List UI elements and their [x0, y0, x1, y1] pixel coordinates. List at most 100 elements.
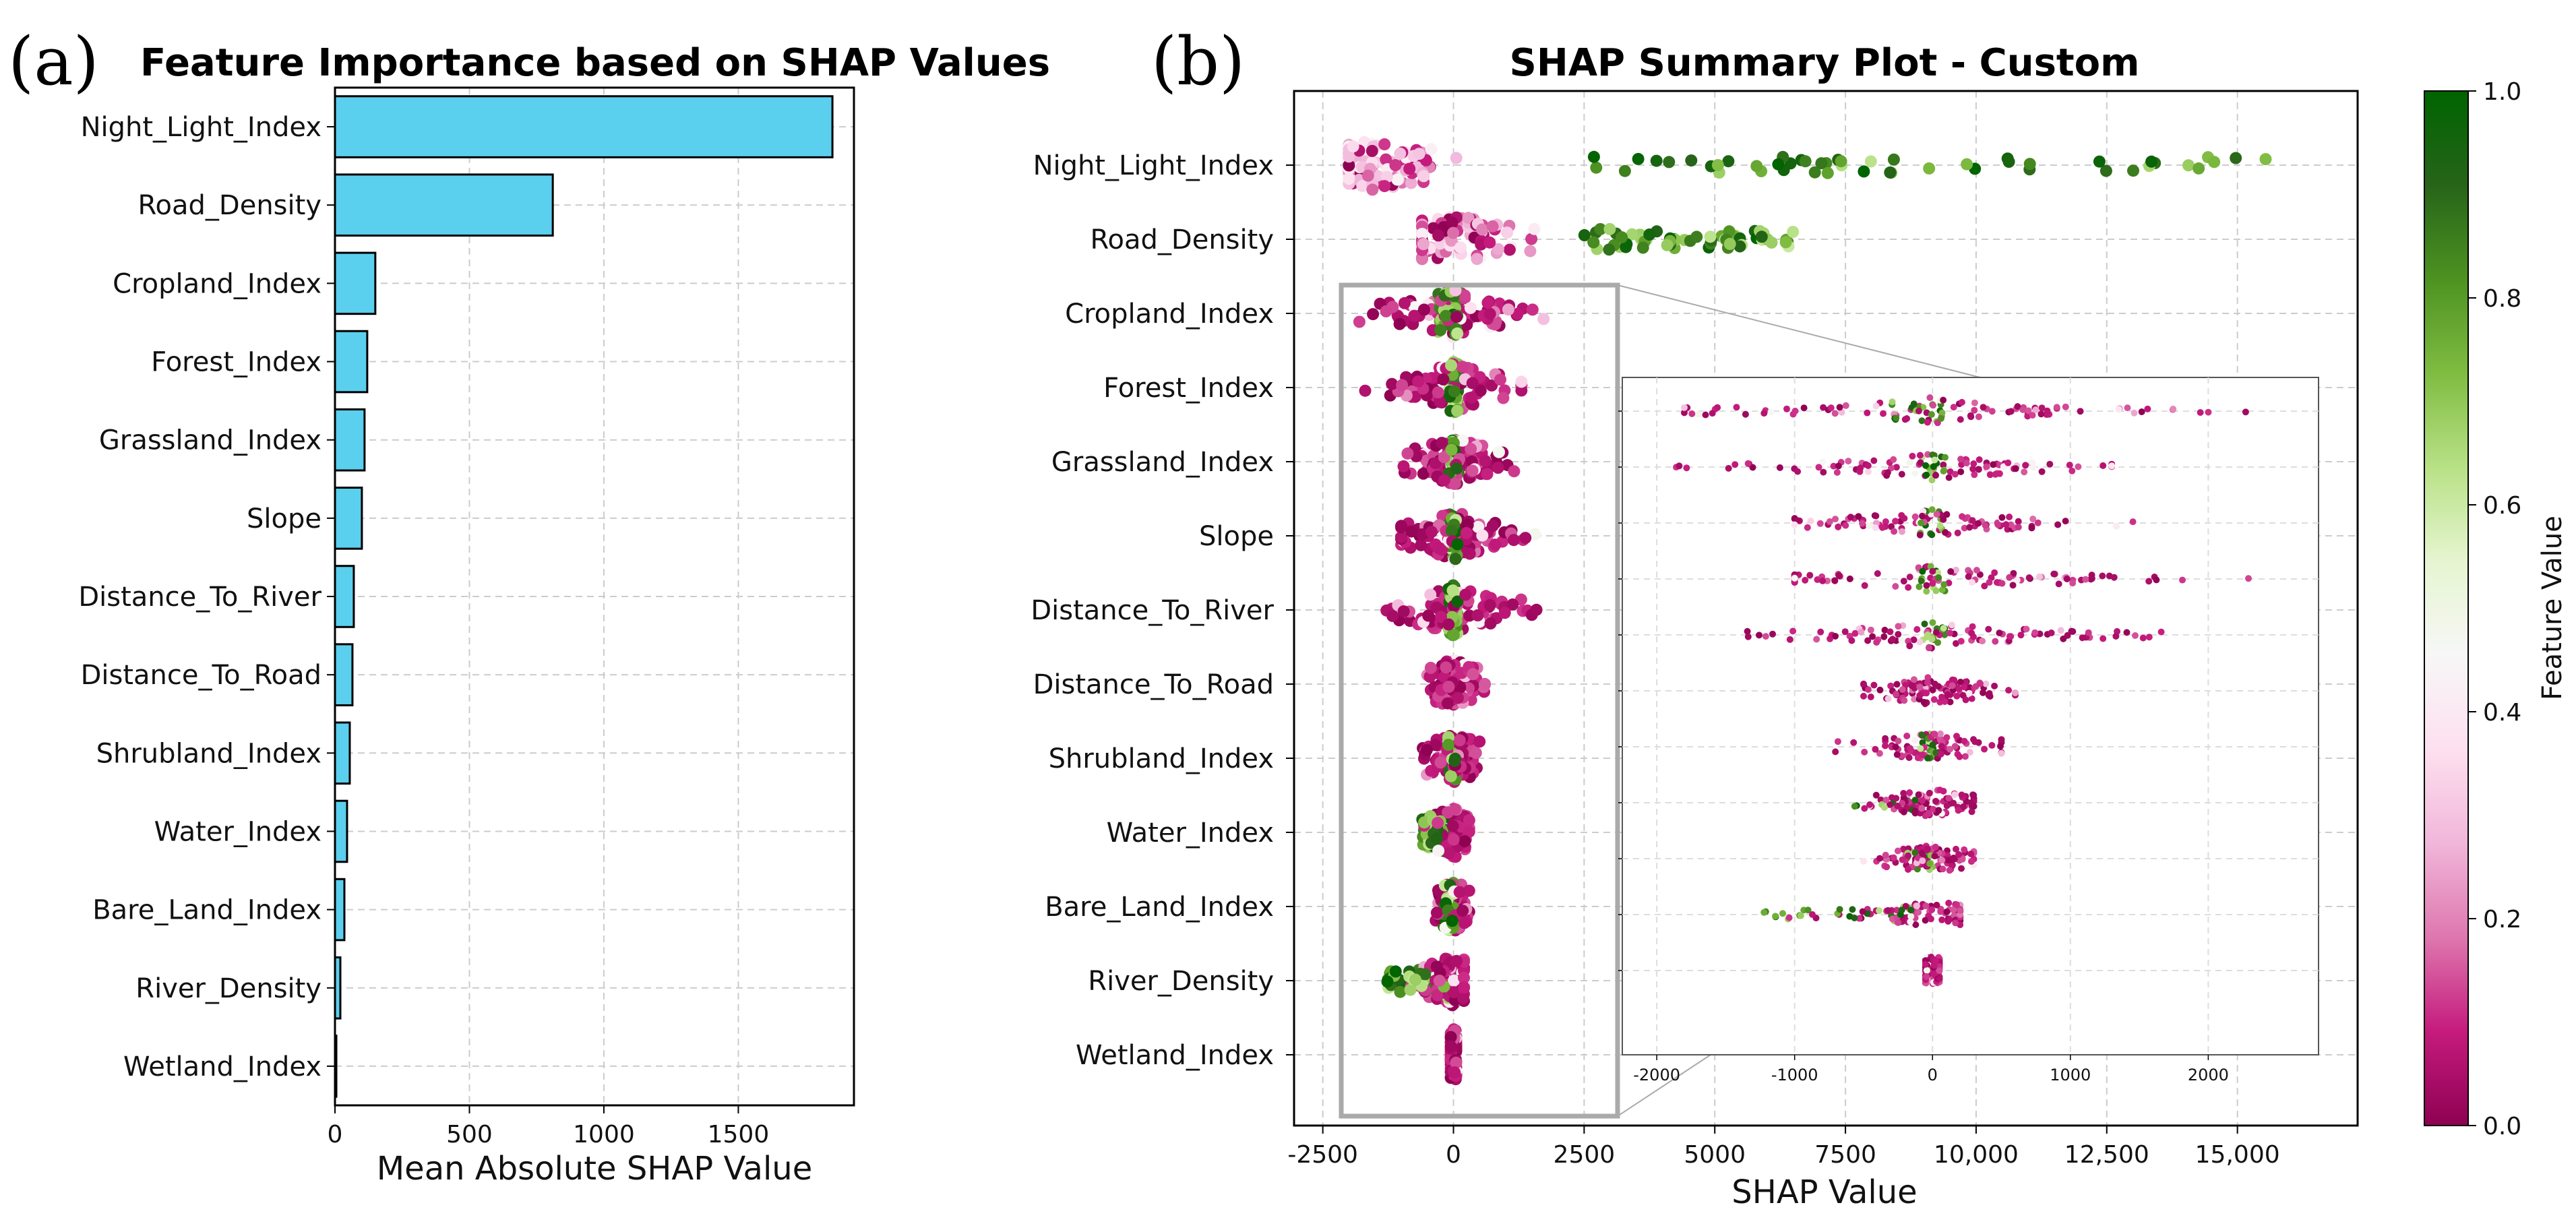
- inset-point: [1929, 686, 1936, 694]
- inset-point: [1681, 409, 1688, 417]
- shap-point: [1450, 1056, 1463, 1069]
- inset-point: [1905, 852, 1912, 859]
- shap-x-tick-label: 0: [1446, 1141, 1461, 1169]
- shap-point: [1821, 166, 1834, 179]
- inset-point: [1954, 529, 1961, 536]
- bar-y-tick-label: Distance_To_Road: [81, 660, 321, 691]
- inset-point: [1953, 733, 1960, 740]
- shap-point: [1449, 553, 1462, 565]
- shap-point: [1442, 697, 1454, 710]
- shap-point: [1492, 462, 1504, 474]
- inset-point: [2034, 519, 2042, 526]
- inset-point: [1998, 580, 2006, 587]
- bar-y-tick-label: Slope: [247, 503, 321, 534]
- shap-point: [1632, 152, 1645, 165]
- inset-point: [1957, 638, 1965, 645]
- shap-point: [1430, 960, 1443, 973]
- inset-point: [1884, 907, 1891, 914]
- inset-point: [1831, 577, 1839, 584]
- shap-point: [1347, 140, 1359, 153]
- inset-point: [2017, 632, 2025, 639]
- inset-point: [1985, 625, 1992, 633]
- inset-point: [1966, 524, 1973, 531]
- inset-point: [1918, 417, 1926, 425]
- inset-point: [1890, 854, 1897, 861]
- inset-point: [1892, 743, 1899, 751]
- bar-slope: [334, 487, 363, 550]
- shap-point: [1779, 236, 1792, 249]
- inset-point: [1940, 396, 1947, 404]
- inset-point: [1953, 566, 1960, 574]
- inset-point: [2139, 634, 2147, 642]
- inset-point: [1986, 471, 1994, 479]
- bar-y-tick-label: Wetland_Index: [123, 1051, 321, 1082]
- shap-point: [1507, 534, 1520, 547]
- inset-point: [2145, 578, 2153, 585]
- bar-x-tick-label: 1000: [573, 1121, 635, 1148]
- shap-point: [1661, 239, 1674, 251]
- inset-point: [1870, 681, 1878, 689]
- inset-point: [1953, 845, 1959, 853]
- inset-point: [1826, 518, 1833, 525]
- inset-point: [1935, 574, 1942, 582]
- shap-point: [1887, 153, 1900, 166]
- inset-point: [1901, 697, 1908, 704]
- inset-point: [1977, 680, 1984, 687]
- inset-point: [2006, 514, 2013, 520]
- shap-point: [1435, 611, 1447, 623]
- shap-y-tick-label: Wetland_Index: [1076, 1040, 1274, 1071]
- inset-point: [1922, 462, 1930, 469]
- inset-point: [1830, 462, 1837, 470]
- inset-point: [1969, 517, 1976, 524]
- inset-point: [1922, 917, 1929, 924]
- shap-point: [1508, 465, 1521, 478]
- inset-point: [2009, 582, 2017, 589]
- shap-point: [1453, 734, 1466, 747]
- shap-point: [1483, 236, 1496, 249]
- inset-point: [1895, 631, 1902, 638]
- panel-a-letter: (a): [8, 24, 99, 100]
- inset-point: [2032, 406, 2040, 413]
- shap-point: [1594, 223, 1607, 235]
- shap-point: [1450, 152, 1463, 164]
- inset-point: [1870, 457, 1878, 464]
- inset-point: [1931, 853, 1938, 860]
- shap-point: [1416, 528, 1429, 541]
- inset-point: [1861, 748, 1868, 756]
- bar-y-tick-label: Shrubland_Index: [96, 738, 321, 769]
- shap-point: [1503, 243, 1516, 256]
- colorbar-tick-label: 0.6: [2483, 492, 2521, 520]
- shap-point: [1497, 392, 1510, 404]
- inset-point: [1930, 696, 1938, 703]
- inset-x-tick-label: 0: [1928, 1066, 1938, 1084]
- inset-point: [2115, 406, 2122, 413]
- shap-point: [2002, 156, 2015, 168]
- inset-point: [1847, 514, 1854, 521]
- inset-point: [1920, 698, 1928, 706]
- inset-point: [1903, 733, 1911, 739]
- inset-point: [1864, 686, 1872, 694]
- inset-point: [1880, 410, 1887, 417]
- inset-point: [1864, 637, 1872, 644]
- shap-point: [1515, 384, 1528, 397]
- inset-point: [1932, 957, 1940, 964]
- inset-point: [2138, 408, 2145, 415]
- inset-point: [1860, 680, 1867, 687]
- bar-bare-land-index: [334, 878, 346, 942]
- shap-x-label: SHAP Value: [1731, 1173, 1917, 1211]
- inset-point: [1961, 846, 1968, 853]
- bar-distance-to-river: [334, 565, 355, 628]
- inset-point: [1901, 515, 1908, 522]
- inset-point: [1986, 690, 1993, 697]
- zoom-region-box: [1339, 282, 1620, 1119]
- inset-point: [1940, 581, 1948, 588]
- shap-point: [1366, 145, 1378, 157]
- inset-point: [1940, 468, 1947, 474]
- inset-point: [1963, 460, 1970, 467]
- shap-point: [1474, 384, 1487, 397]
- inset-point: [1959, 803, 1967, 811]
- shap-point: [1413, 148, 1425, 160]
- inset-point: [1939, 865, 1946, 873]
- shap-point: [1416, 253, 1428, 266]
- inset-point: [1975, 466, 1982, 473]
